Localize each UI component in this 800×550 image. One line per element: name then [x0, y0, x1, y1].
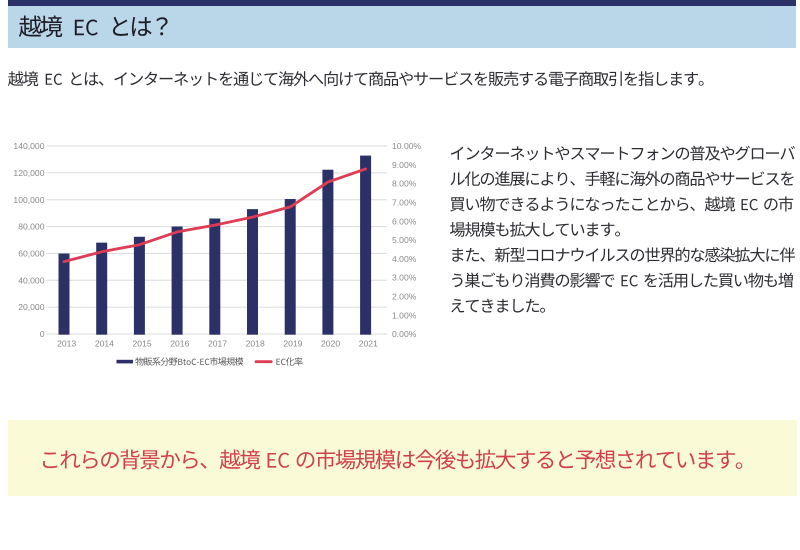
svg-text:2014: 2014	[95, 339, 114, 349]
svg-text:2018: 2018	[246, 339, 265, 349]
svg-text:100,000: 100,000	[13, 195, 44, 205]
svg-text:1.00%: 1.00%	[392, 310, 417, 320]
svg-text:40,000: 40,000	[18, 275, 45, 285]
svg-text:2020: 2020	[321, 339, 340, 349]
svg-text:7.00%: 7.00%	[392, 198, 417, 208]
svg-text:2019: 2019	[283, 339, 302, 349]
svg-text:8.00%: 8.00%	[392, 179, 417, 189]
svg-text:140,000: 140,000	[13, 141, 44, 151]
svg-text:2.00%: 2.00%	[392, 292, 417, 302]
svg-text:2017: 2017	[208, 339, 227, 349]
svg-text:10.00%: 10.00%	[392, 141, 422, 151]
svg-text:80,000: 80,000	[18, 222, 45, 232]
svg-text:2016: 2016	[170, 339, 189, 349]
svg-text:0: 0	[40, 329, 45, 339]
svg-text:6.00%: 6.00%	[392, 216, 417, 226]
svg-text:9.00%: 9.00%	[392, 160, 417, 170]
svg-text:120,000: 120,000	[13, 168, 44, 178]
svg-text:5.00%: 5.00%	[392, 235, 417, 245]
svg-text:60,000: 60,000	[18, 249, 45, 259]
svg-text:3.00%: 3.00%	[392, 273, 417, 283]
svg-text:4.00%: 4.00%	[392, 254, 417, 264]
svg-text:2013: 2013	[57, 339, 76, 349]
svg-text:20,000: 20,000	[18, 302, 45, 312]
svg-text:2021: 2021	[359, 339, 378, 349]
svg-text:0.00%: 0.00%	[392, 329, 417, 339]
svg-text:2015: 2015	[133, 339, 152, 349]
